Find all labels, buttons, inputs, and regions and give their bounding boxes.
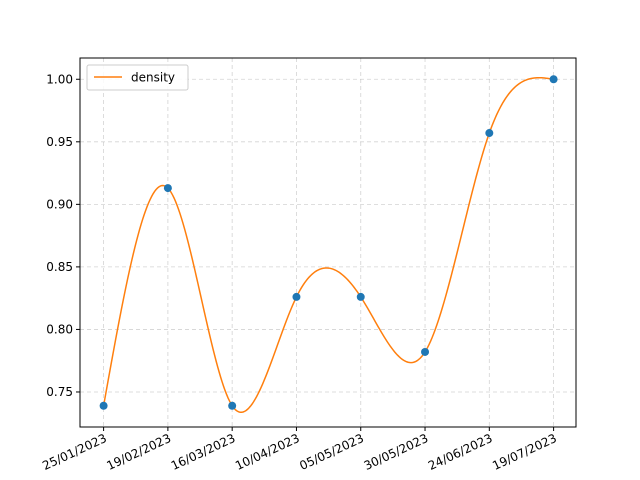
x-tick-label: 19/07/2023: [490, 431, 559, 473]
y-tick-label: 0.95: [46, 135, 73, 149]
axes-frame: [79, 57, 577, 428]
x-tick-label: 10/04/2023: [233, 431, 302, 473]
data-point: [163, 184, 172, 193]
x-tick-label: 19/02/2023: [105, 431, 174, 473]
data-point: [485, 129, 494, 138]
data-point: [292, 292, 301, 301]
legend-label-density: density: [131, 71, 175, 85]
x-axis: 25/01/202319/02/202316/03/202310/04/2023…: [40, 427, 559, 473]
y-tick-label: 0.80: [46, 322, 73, 336]
legend: density: [86, 64, 189, 91]
data-point: [421, 347, 430, 356]
density-line: [102, 76, 554, 414]
y-axis: 0.75 0.80 0.85 0.90 0.95 1.00: [46, 72, 80, 399]
density-points: [99, 75, 558, 410]
x-tick-label: 25/01/2023: [40, 431, 109, 473]
y-tick-label: 1.00: [46, 72, 73, 86]
x-tick-label: 24/06/2023: [426, 431, 495, 473]
grid: [80, 58, 576, 427]
x-tick-label: 16/03/2023: [169, 431, 238, 473]
data-point: [549, 75, 558, 84]
y-tick-label: 0.85: [46, 260, 73, 274]
plot-area: [99, 75, 558, 414]
y-tick-label: 0.90: [46, 197, 73, 211]
data-point: [356, 292, 365, 301]
y-tick-label: 0.75: [46, 385, 73, 399]
x-tick-label: 30/05/2023: [362, 431, 431, 473]
x-tick-label: 05/05/2023: [297, 431, 366, 473]
data-point: [99, 401, 108, 410]
data-point: [228, 401, 237, 410]
legend-box: [86, 64, 189, 91]
